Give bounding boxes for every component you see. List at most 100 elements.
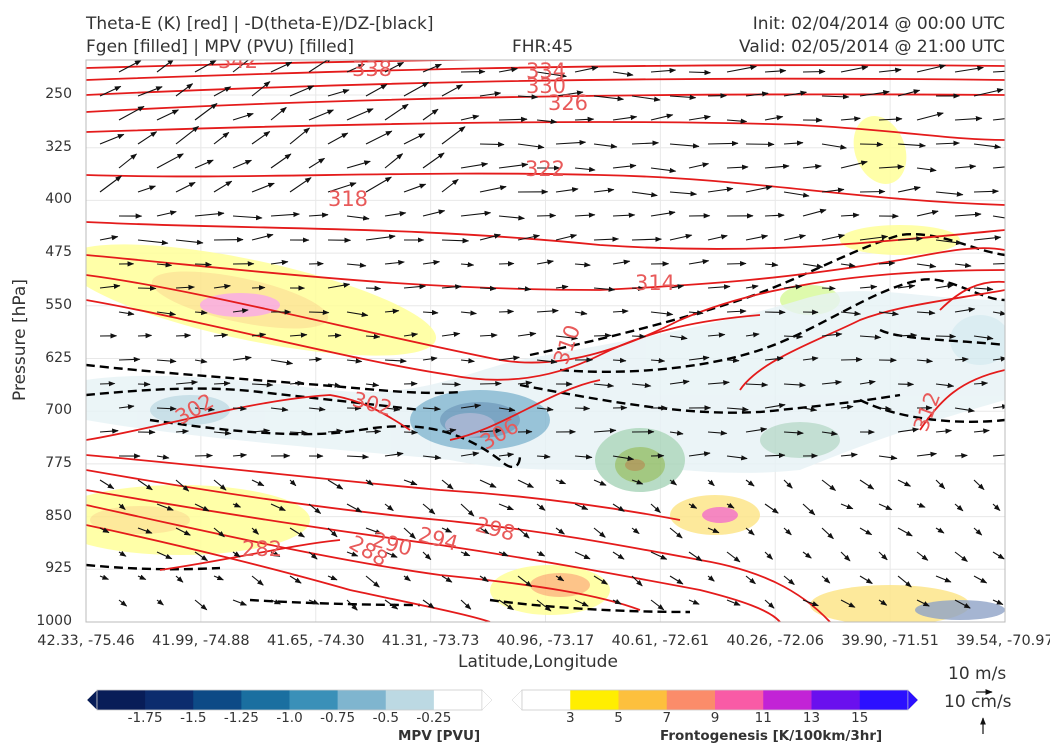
wind-arrow [821, 331, 843, 338]
wind-arrow [156, 262, 173, 268]
theta-e-line [939, 280, 1005, 311]
wind-arrow [593, 95, 625, 102]
wind-arrow [555, 233, 578, 241]
wind-arrow [308, 406, 326, 412]
wind-arrow [840, 116, 861, 122]
wind-arrow [251, 182, 275, 193]
wind-arrow [973, 188, 999, 195]
wind-arrow [555, 284, 569, 290]
wind-arrow [707, 527, 720, 534]
theta-e-line [86, 504, 641, 611]
wind-arrow [935, 140, 960, 146]
wind-arrow [897, 427, 920, 433]
wind-arrow [384, 406, 401, 412]
wind-arrow [422, 551, 432, 561]
wind-arrow [802, 208, 827, 217]
wind-arrow [555, 90, 584, 97]
wind-arrow [726, 118, 748, 124]
theta-e-line [86, 269, 1005, 364]
wind-arrow [536, 453, 551, 460]
wind-arrow [859, 141, 884, 148]
wind-arrow [593, 187, 615, 193]
wind-arrow [308, 551, 318, 560]
wind-arrow [213, 332, 229, 338]
wind-arrow [954, 599, 971, 609]
wind-arrow [555, 139, 587, 146]
mpv-colorbar-tick: -0.75 [320, 710, 356, 726]
wind-arrow [745, 382, 769, 388]
wind-arrow [137, 574, 147, 581]
wind-arrow [194, 453, 214, 459]
wind-arrow [973, 335, 994, 341]
wind-arrow [916, 502, 926, 508]
wind-arrow [137, 185, 157, 193]
theta-e-line [86, 299, 761, 381]
wind-arrow [479, 332, 498, 338]
theta-e-label: 318 [328, 187, 368, 211]
wind-arrow [213, 575, 224, 581]
wind-arrow [460, 503, 475, 517]
wind-arrow [517, 527, 530, 539]
wind-arrow [213, 86, 232, 97]
wind-arrow [916, 112, 944, 121]
wind-arrow [251, 233, 274, 241]
wind-arrow [878, 260, 896, 266]
wind-arrow [669, 479, 678, 486]
wind-arrow [137, 479, 153, 491]
wind-arrow [517, 143, 545, 150]
wind-arrow [669, 284, 685, 290]
wind-arrow [916, 209, 939, 217]
wind-arrow [346, 358, 363, 364]
wind-arrow [631, 191, 658, 198]
wind-arrow [783, 191, 810, 198]
wind-arrow [498, 551, 509, 557]
fgen-colorbar-tick: 3 [565, 710, 575, 726]
wind-arrow [992, 118, 1005, 121]
wind-arrow [137, 239, 169, 246]
mpv-colorbar-right-arrow [481, 689, 493, 711]
wind-arrow [631, 527, 640, 535]
wind-arrow [764, 503, 779, 514]
wind-arrow [764, 403, 786, 409]
wind-arrow [422, 108, 439, 121]
wind-arrow [840, 310, 862, 317]
wind-arrow [821, 187, 845, 193]
fgen-colorbar-right-arrow [907, 689, 919, 711]
wind-arrow [992, 310, 1005, 316]
wind-arrow [384, 599, 399, 610]
wind-arrow [650, 210, 676, 217]
wind-arrow [384, 358, 407, 364]
wind-arrow [631, 575, 643, 587]
wind-arrow [878, 67, 902, 73]
wind-arrow [954, 307, 976, 313]
wind-arrow [745, 185, 773, 193]
mpv-colorbar-segment [193, 690, 242, 710]
wind-arrow [99, 235, 119, 241]
wind-legend-vertical: 10 cm/s [944, 692, 1012, 712]
wind-arrow [213, 131, 230, 145]
theta-e-line [86, 394, 411, 441]
wind-arrow [764, 163, 790, 170]
wind-arrow [156, 599, 164, 606]
wind-arrow [536, 259, 554, 265]
wind-arrow [346, 503, 363, 513]
wind-arrow [156, 210, 177, 217]
wind-arrow [498, 599, 514, 611]
wind-arrow [194, 159, 214, 169]
wind-arrow [194, 309, 208, 316]
wind-arrow [517, 380, 533, 386]
wind-arrow [954, 65, 984, 73]
wind-arrow [840, 160, 868, 169]
x-tick-0: 42.33, -75.46 [37, 633, 135, 649]
wind-arrow [935, 333, 957, 339]
wind-arrow [175, 332, 192, 339]
wind-arrow [954, 262, 972, 268]
wind-arrow [460, 451, 480, 457]
wind-arrow [859, 527, 873, 536]
wind-arrow [175, 479, 190, 492]
wind-arrow [213, 430, 232, 436]
title-line-1: Theta-E (K) [red] | -D(theta-E)/DZ-[blac… [86, 14, 434, 34]
wind-arrow [916, 263, 937, 269]
fgen-colorbar-tick: 7 [662, 710, 672, 726]
wind-arrow [726, 502, 735, 509]
